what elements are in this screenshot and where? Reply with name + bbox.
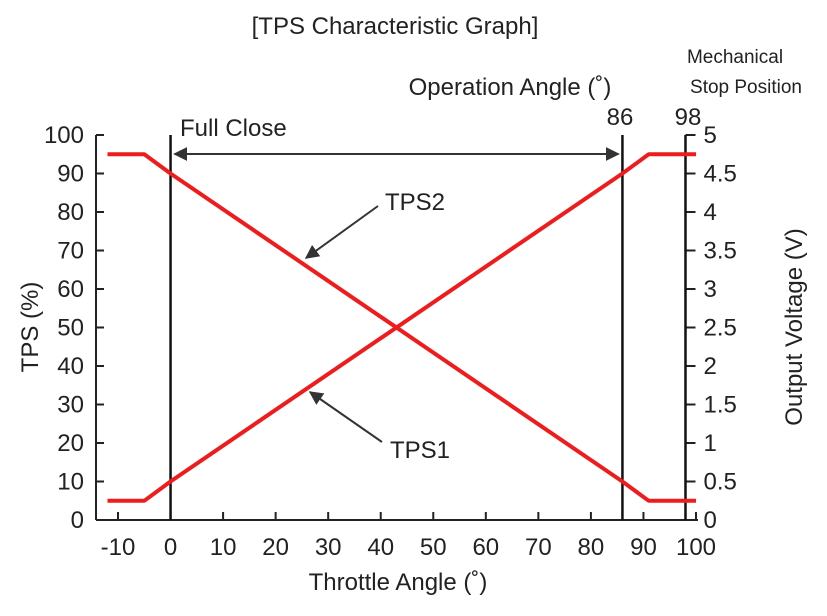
x-tick-label: 100 bbox=[676, 534, 716, 561]
x-tick-label: 50 bbox=[420, 534, 447, 561]
y-left-tick-label: 10 bbox=[57, 469, 84, 496]
y-right-tick-label: 2 bbox=[703, 353, 716, 380]
y-left-tick-label: 50 bbox=[57, 315, 84, 342]
x-tick-label: 80 bbox=[578, 534, 605, 561]
x-tick-label: 0 bbox=[164, 534, 177, 561]
tps1-label: TPS1 bbox=[390, 437, 450, 464]
chart-title: [TPS Characteristic Graph] bbox=[252, 13, 539, 40]
y-axis-right-label: Output Voltage (V) bbox=[781, 228, 808, 425]
y-left-tick-label: 90 bbox=[57, 161, 84, 188]
y-right-tick-label: 1.5 bbox=[703, 392, 736, 419]
y-left-tick-label: 100 bbox=[44, 122, 84, 149]
x-tick-label: 60 bbox=[472, 534, 499, 561]
y-left-tick-label: 20 bbox=[57, 430, 84, 457]
y-right-tick-label: 2.5 bbox=[703, 315, 736, 342]
x-tick-label: 40 bbox=[367, 534, 394, 561]
y-left-tick-label: 30 bbox=[57, 392, 84, 419]
y-left-tick-label: 40 bbox=[57, 353, 84, 380]
tps1-leader-arrow bbox=[310, 392, 382, 442]
y-left-tick-label: 70 bbox=[57, 238, 84, 265]
x-axis-label: Throttle Angle (˚) bbox=[309, 569, 488, 596]
y-left-tick-label: 0 bbox=[71, 507, 84, 534]
stop-position-label: Stop Position bbox=[690, 77, 802, 98]
y-right-tick-label: 0.5 bbox=[703, 469, 736, 496]
x-tick-label: 30 bbox=[315, 534, 342, 561]
operation-angle-label: Operation Angle (˚) bbox=[409, 74, 612, 101]
axis-ticks: -10 0 10 20 30 40 50 60 70 80 90 100010203040506070… bbox=[44, 122, 737, 561]
y-axis-left-label: TPS (%) bbox=[17, 282, 44, 373]
y-right-tick-label: 0 bbox=[703, 507, 716, 534]
y-left-tick-label: 80 bbox=[57, 199, 84, 226]
tps2-leader-arrow bbox=[306, 206, 378, 258]
mechanical-label: Mechanical bbox=[687, 47, 783, 68]
marker-98-label: 98 bbox=[675, 104, 702, 131]
marker-86-label: 86 bbox=[607, 104, 634, 131]
y-right-tick-label: 3.5 bbox=[703, 238, 736, 265]
x-tick-label: -10 bbox=[101, 534, 136, 561]
tps2-label: TPS2 bbox=[385, 189, 445, 216]
y-right-tick-label: 4 bbox=[703, 199, 716, 226]
y-right-tick-label: 1 bbox=[703, 430, 716, 457]
x-tick-label: 90 bbox=[630, 534, 657, 561]
x-tick-label: 70 bbox=[525, 534, 552, 561]
y-right-tick-label: 3 bbox=[703, 276, 716, 303]
y-right-tick-label: 4.5 bbox=[703, 161, 736, 188]
x-tick-label: 20 bbox=[262, 534, 289, 561]
x-tick-label: 10 bbox=[210, 534, 237, 561]
y-right-tick-label: 5 bbox=[703, 122, 716, 149]
full-close-label: Full Close bbox=[180, 115, 287, 142]
y-left-tick-label: 60 bbox=[57, 276, 84, 303]
